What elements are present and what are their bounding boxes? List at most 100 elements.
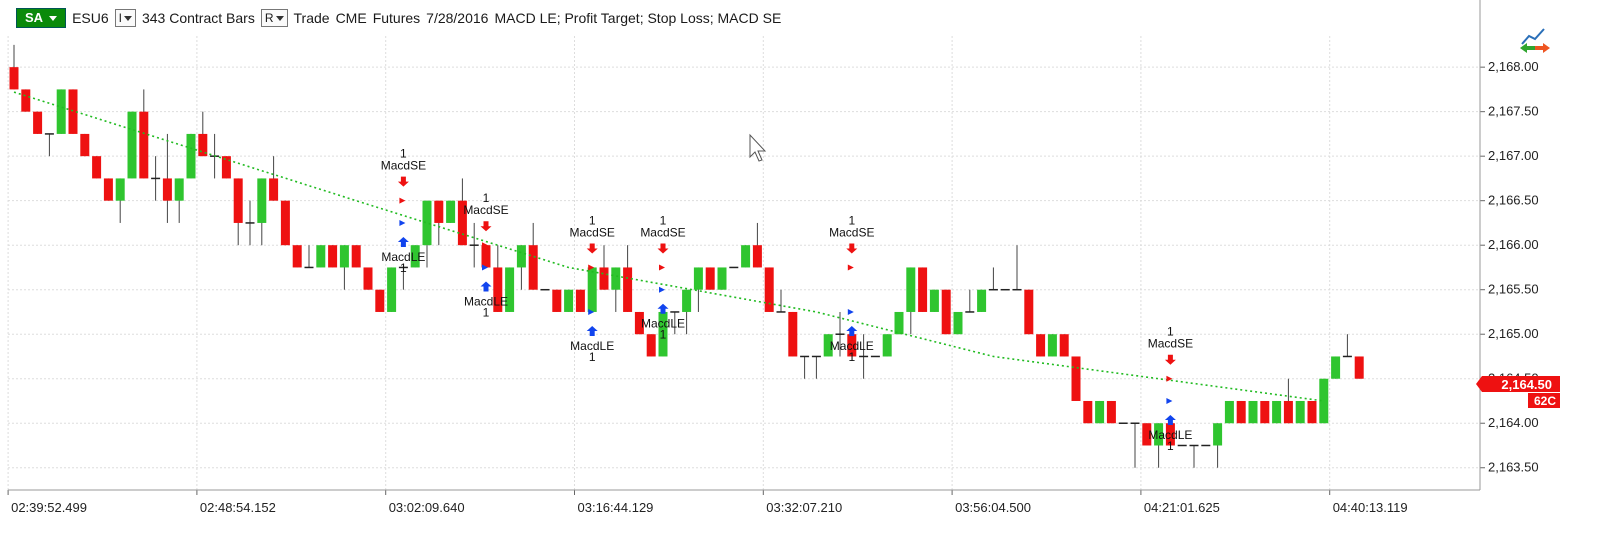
- candle: [1059, 334, 1069, 357]
- candle-body: [764, 267, 774, 312]
- candle: [410, 245, 420, 268]
- candle: [1248, 400, 1258, 424]
- candle: [21, 89, 31, 112]
- candle: [1283, 378, 1293, 424]
- candle: [363, 267, 373, 290]
- candle: [859, 334, 869, 379]
- candle-body: [847, 334, 857, 357]
- x-tick-label: 02:39:52.499: [11, 500, 87, 515]
- candle: [257, 178, 267, 246]
- candle: [906, 267, 916, 335]
- up-arrow-icon: [657, 303, 669, 314]
- candle: [670, 311, 680, 335]
- candle-body: [493, 267, 503, 312]
- candle: [564, 289, 574, 312]
- candle: [1036, 334, 1046, 357]
- exchange-label: CME: [335, 10, 367, 26]
- price-axis[interactable]: 2,168.00 2,167.50 2,167.00 2,166.50 2,166.00…: [1488, 59, 1539, 475]
- candle-body: [1059, 334, 1069, 357]
- candle-body: [634, 311, 644, 335]
- date-label: 7/28/2016: [426, 10, 489, 26]
- candle: [811, 355, 821, 379]
- signal-qty: 1: [848, 213, 855, 227]
- x-tick-label: 03:02:09.640: [389, 500, 465, 515]
- last-price-value: 2,164.50: [1501, 377, 1552, 392]
- candle-body: [292, 245, 302, 268]
- candle-body: [1095, 400, 1105, 424]
- candle-body: [233, 178, 243, 223]
- candle-body: [918, 267, 928, 312]
- candle-body: [339, 245, 349, 268]
- last-price-tag: 2,164.50 62C: [1476, 376, 1560, 408]
- candle: [1154, 423, 1164, 468]
- candle: [1047, 334, 1057, 357]
- candle: [316, 245, 326, 268]
- candle: [493, 245, 503, 312]
- candle-body: [363, 267, 373, 290]
- signal-label: MacdSE: [463, 203, 508, 217]
- up-arrow-icon: [480, 281, 492, 292]
- candle-body: [422, 200, 432, 246]
- candle: [233, 178, 243, 246]
- interval-dropdown[interactable]: I: [114, 9, 136, 27]
- candle: [1331, 356, 1341, 379]
- time-axis[interactable]: 02:39:52.499 02:48:54.152 03:02:09.640 03:1…: [11, 500, 1408, 515]
- range-dropdown-label: R: [264, 11, 274, 25]
- entry-marker: [588, 308, 595, 315]
- y-tick-label: 2,165.00: [1488, 326, 1539, 341]
- candle: [965, 289, 975, 313]
- candle-body: [977, 289, 987, 312]
- candle: [127, 111, 137, 179]
- grid: [7, 36, 1480, 490]
- candle: [575, 289, 585, 312]
- y-tick-label: 2,166.00: [1488, 237, 1539, 252]
- entry-marker: [588, 264, 595, 271]
- candle-body: [1236, 400, 1246, 424]
- candle-body: [92, 156, 102, 179]
- entry-marker: [399, 197, 406, 204]
- candle-body: [741, 245, 751, 268]
- candle-body: [894, 311, 904, 335]
- candle-body: [1071, 356, 1081, 401]
- candle: [351, 245, 361, 268]
- mouse-pointer-icon: [749, 133, 767, 162]
- candle: [280, 200, 290, 246]
- candle-body: [481, 245, 491, 268]
- signal-label: MacdLE: [830, 339, 874, 353]
- trend-line-path: [13, 91, 1324, 402]
- up-arrow-icon: [1164, 414, 1176, 425]
- candle-body: [611, 267, 621, 290]
- candle: [788, 311, 798, 357]
- candle-body: [552, 289, 562, 312]
- mouse-pointer-icon-shape: [749, 133, 767, 162]
- candle-body: [587, 267, 597, 312]
- down-arrow-icon: [657, 243, 669, 254]
- candle: [186, 133, 196, 179]
- candle-body: [269, 178, 279, 201]
- x-tick-label: 03:32:07.210: [766, 500, 842, 515]
- candle: [1106, 400, 1116, 424]
- strategy-arrows-icon-right-shaft: [1535, 46, 1543, 50]
- down-arrow-icon: [397, 176, 409, 187]
- range-dropdown[interactable]: R: [260, 9, 288, 27]
- candle-body: [1354, 356, 1364, 379]
- down-arrow-icon: [480, 221, 492, 232]
- candle: [1224, 400, 1234, 424]
- candle-body: [198, 133, 208, 157]
- candle-body: [906, 267, 916, 312]
- strategy-automation-toggle[interactable]: SA: [16, 8, 67, 28]
- candle: [245, 200, 255, 246]
- signal-label: MacdSE: [1148, 337, 1193, 351]
- bar-type-label: 343 Contract Bars: [141, 10, 255, 26]
- last-price-tag-bg: [1482, 376, 1560, 392]
- down-arrow-icon: [1164, 354, 1176, 365]
- candle-body: [103, 178, 113, 201]
- candle: [162, 133, 172, 223]
- candle-body: [139, 111, 149, 179]
- strategy-arrows-icon[interactable]: [1520, 28, 1550, 53]
